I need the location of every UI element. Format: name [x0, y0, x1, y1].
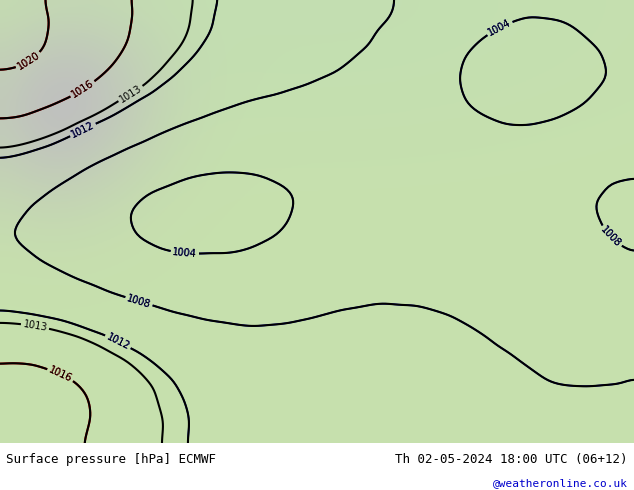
Text: 1016: 1016	[48, 365, 74, 384]
Text: 1004: 1004	[486, 18, 513, 38]
Text: 1008: 1008	[598, 225, 623, 249]
Text: 1004: 1004	[486, 18, 513, 38]
Text: 1012: 1012	[70, 120, 96, 140]
Text: 1012: 1012	[105, 332, 131, 352]
Text: 1013: 1013	[117, 83, 144, 104]
Text: @weatheronline.co.uk: @weatheronline.co.uk	[493, 478, 628, 488]
Text: 1004: 1004	[172, 246, 197, 259]
Text: Th 02-05-2024 18:00 UTC (06+12): Th 02-05-2024 18:00 UTC (06+12)	[395, 453, 628, 466]
Text: 1004: 1004	[172, 246, 197, 259]
Text: Surface pressure [hPa] ECMWF: Surface pressure [hPa] ECMWF	[6, 453, 216, 466]
Text: 1013: 1013	[22, 319, 48, 333]
Text: 1020: 1020	[16, 50, 42, 72]
Text: 1016: 1016	[48, 365, 74, 384]
Text: 1012: 1012	[105, 332, 131, 352]
Text: 1016: 1016	[70, 78, 96, 100]
Text: 1008: 1008	[126, 293, 152, 310]
Text: 1008: 1008	[598, 225, 623, 249]
Text: 1016: 1016	[70, 78, 96, 100]
Text: 1012: 1012	[70, 120, 96, 140]
Text: 1020: 1020	[16, 50, 42, 72]
Text: 1008: 1008	[126, 293, 152, 310]
